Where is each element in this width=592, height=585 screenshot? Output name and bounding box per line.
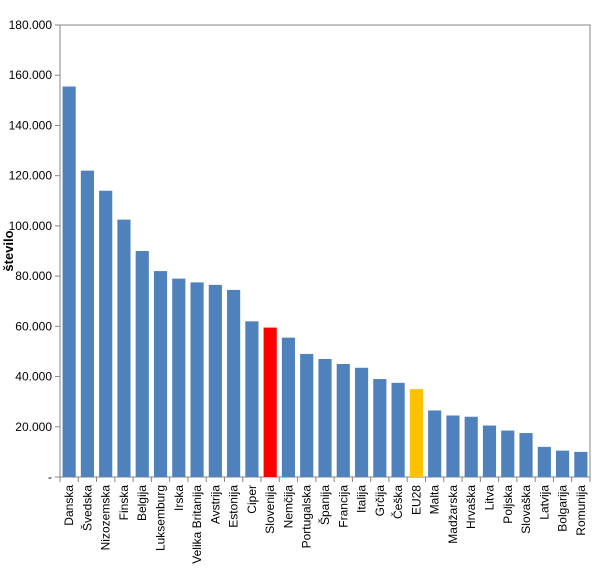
bar-italija — [354, 367, 369, 477]
bar-bolgarija — [556, 450, 570, 477]
x-tick-label: Litva — [482, 485, 496, 511]
x-tick-label: Poljska — [501, 485, 515, 524]
x-tick-label: Finska — [117, 485, 131, 521]
x-tick-label: Grčija — [373, 485, 387, 517]
y-tick-label: 120.000 — [9, 169, 53, 183]
labels-layer: Danska Švedska Nizozemska Finska Belgija Luks… — [62, 485, 588, 564]
x-tick-label: Portugalska — [300, 485, 314, 549]
bar-francija — [336, 364, 350, 477]
x-tick-label: Češka — [390, 485, 405, 519]
y-tick-label: 60.000 — [15, 319, 52, 333]
y-tick-label: 140.000 — [9, 118, 53, 132]
x-tick-label: Slovaška — [519, 485, 533, 534]
x-tick-label: Francija — [336, 485, 350, 528]
bar-eu28 — [409, 389, 423, 477]
x-tick-label: Avstrija — [208, 485, 222, 524]
axis-layer: - 20.000 40.000 60.000 80.000 100.000 120.000 1… — [9, 18, 591, 484]
x-tick-label: Estonija — [227, 485, 241, 528]
y-axis-title-group: število — [1, 230, 16, 271]
bar-litva — [482, 425, 497, 477]
x-tick-label: Danska — [62, 485, 76, 526]
bar-velika-britanija — [190, 282, 204, 477]
bar-estonija — [227, 289, 241, 477]
x-tick-label: Nizozemska — [99, 485, 113, 551]
y-tick-label: 160.000 — [9, 68, 53, 82]
bar-finska — [117, 219, 131, 477]
bar-nemčija — [281, 337, 296, 477]
bar-švedska — [80, 170, 94, 477]
y-tick-label: 80.000 — [15, 269, 52, 283]
bar-malta — [428, 410, 442, 477]
x-tick-label: Malta — [428, 485, 442, 515]
bar-romunija — [574, 451, 588, 477]
bar-avstrija — [208, 284, 222, 477]
x-tick-label: Švedska — [79, 485, 94, 531]
bar-portugalska — [300, 353, 314, 477]
y-tick-label: 100.000 — [9, 219, 53, 233]
x-tick-label: Slovenija — [263, 485, 277, 534]
bars-layer — [62, 86, 588, 478]
bar-madžarska — [446, 415, 460, 477]
bar-ciper — [245, 321, 259, 477]
bar-irska — [172, 278, 186, 477]
bar-belgija — [135, 251, 149, 477]
bar-poljska — [501, 430, 515, 477]
y-tick-label: 40.000 — [15, 370, 52, 384]
x-tick-label: Velika Britanija — [190, 485, 204, 564]
x-tick-label: Nemčija — [281, 485, 295, 529]
bar-danska — [62, 86, 76, 478]
x-tick-label: Španija — [317, 485, 332, 525]
bar-slovaška — [519, 433, 533, 477]
bar-luksemburg — [153, 271, 168, 477]
bar-slovenija — [263, 327, 277, 477]
x-tick-label: Italija — [355, 485, 369, 513]
bar-hrvaška — [464, 416, 478, 477]
x-tick-label: Bolgarija — [556, 485, 570, 532]
x-tick-label: Romunija — [574, 485, 588, 536]
x-tick-label: Madžarska — [446, 485, 460, 544]
bar-španija — [318, 358, 332, 477]
x-tick-label: Latvija — [537, 485, 551, 520]
x-tick-label: Belgija — [135, 485, 149, 521]
x-tick-label: Irska — [172, 485, 186, 511]
bar-češka — [391, 382, 405, 477]
y-axis-title: število — [1, 230, 16, 271]
bar-grčija — [373, 379, 387, 477]
x-tick-label: Ciper — [245, 485, 259, 514]
y-tick-label: 180.000 — [9, 18, 53, 32]
y-tick-label: 20.000 — [15, 420, 52, 434]
x-tick-label: Hrvaška — [464, 485, 478, 529]
x-tick-label: EU28 — [409, 485, 423, 515]
y-tick-label: - — [48, 470, 52, 484]
bar-nizozemska — [99, 190, 113, 477]
x-tick-label: Luksemburg — [154, 485, 168, 551]
bar-latvija — [537, 446, 551, 477]
